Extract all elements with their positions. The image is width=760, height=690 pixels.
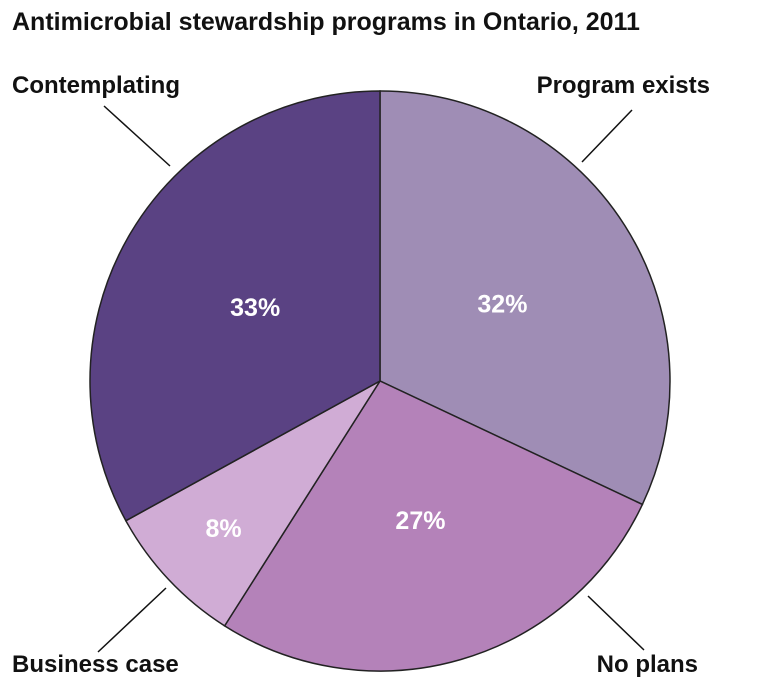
pie-slice-program-exists: [379, 90, 671, 506]
pie-slice-contemplating: [89, 90, 381, 522]
data-label-business-case: 8%: [205, 515, 241, 543]
pie-slice-business-case: [124, 380, 381, 627]
leader-line-contemplating: [103, 105, 171, 167]
label-no-plans: No plans: [597, 651, 698, 678]
data-label-no-plans: 27%: [395, 507, 445, 535]
label-contemplating: Contemplating: [12, 72, 180, 99]
data-label-contemplating: 33%: [230, 294, 280, 322]
data-label-program-exists: 32%: [477, 290, 527, 318]
pie-slice-no-plans: [223, 380, 644, 672]
chart-title: Antimicrobial stewardship programs in On…: [12, 8, 640, 36]
label-program-exists: Program exists: [537, 72, 710, 99]
leader-line-no-plans: [587, 595, 645, 651]
label-business-case: Business case: [12, 651, 179, 678]
leader-line-program-exists: [581, 109, 633, 163]
leader-line-business-case: [97, 587, 167, 653]
